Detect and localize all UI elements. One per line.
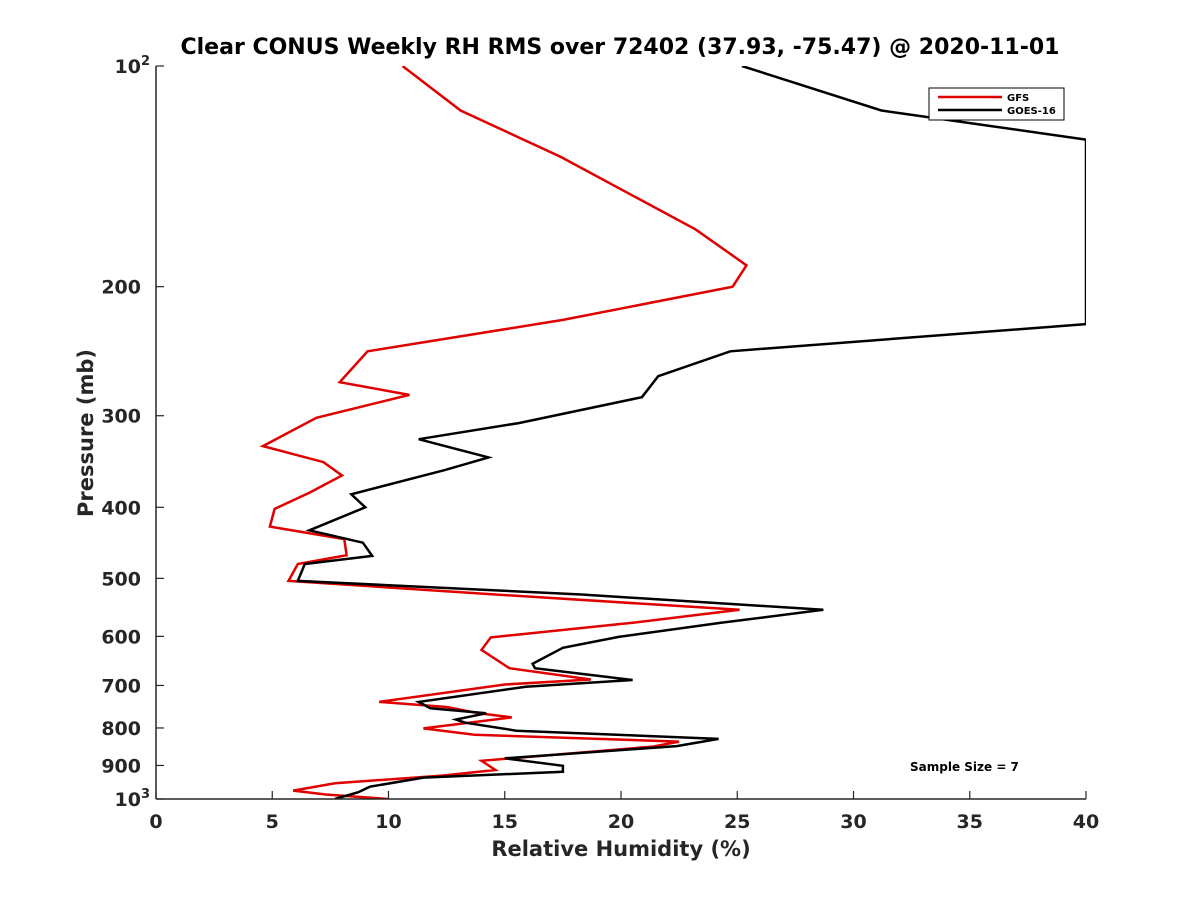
x-tick-label: 35 xyxy=(957,811,983,833)
y-tick-label: 700 xyxy=(101,675,141,697)
legend-box xyxy=(928,87,1065,121)
y-tick-label: 400 xyxy=(101,497,141,519)
legend-label-gfs: GFS xyxy=(1007,93,1029,104)
series-line-gfs xyxy=(259,66,749,799)
x-tick-label: 25 xyxy=(724,811,750,833)
y-tick-label: 102 xyxy=(115,54,151,78)
y-tick-label: 300 xyxy=(101,406,141,428)
x-tick-label: 10 xyxy=(375,811,401,833)
y-tick-label: 200 xyxy=(101,277,141,299)
series-line-goes-16 xyxy=(295,66,1086,799)
x-tick-label: 5 xyxy=(266,811,279,833)
y-tick-label: 900 xyxy=(101,755,141,777)
legend-label-goes-16: GOES-16 xyxy=(1007,106,1056,117)
y-tick-label: 103 xyxy=(115,787,151,811)
y-tick-label: 800 xyxy=(101,718,141,740)
x-tick-label: 20 xyxy=(608,811,634,833)
x-tick-label: 15 xyxy=(492,811,518,833)
sample-size-annotation: Sample Size = 7 xyxy=(910,760,1019,774)
x-tick-label: 30 xyxy=(840,811,866,833)
legend: GFS GOES-16 xyxy=(928,87,1065,121)
chart-title: Clear CONUS Weekly RH RMS over 72402 (37… xyxy=(181,35,1060,60)
x-axis-label: Relative Humidity (%) xyxy=(491,837,750,861)
x-tick-label: 40 xyxy=(1073,811,1099,833)
y-axis-label: Pressure (mb) xyxy=(74,349,98,517)
x-tick-label: 0 xyxy=(149,811,162,833)
y-tick-label: 600 xyxy=(101,626,141,648)
y-tick-label: 500 xyxy=(101,568,141,590)
